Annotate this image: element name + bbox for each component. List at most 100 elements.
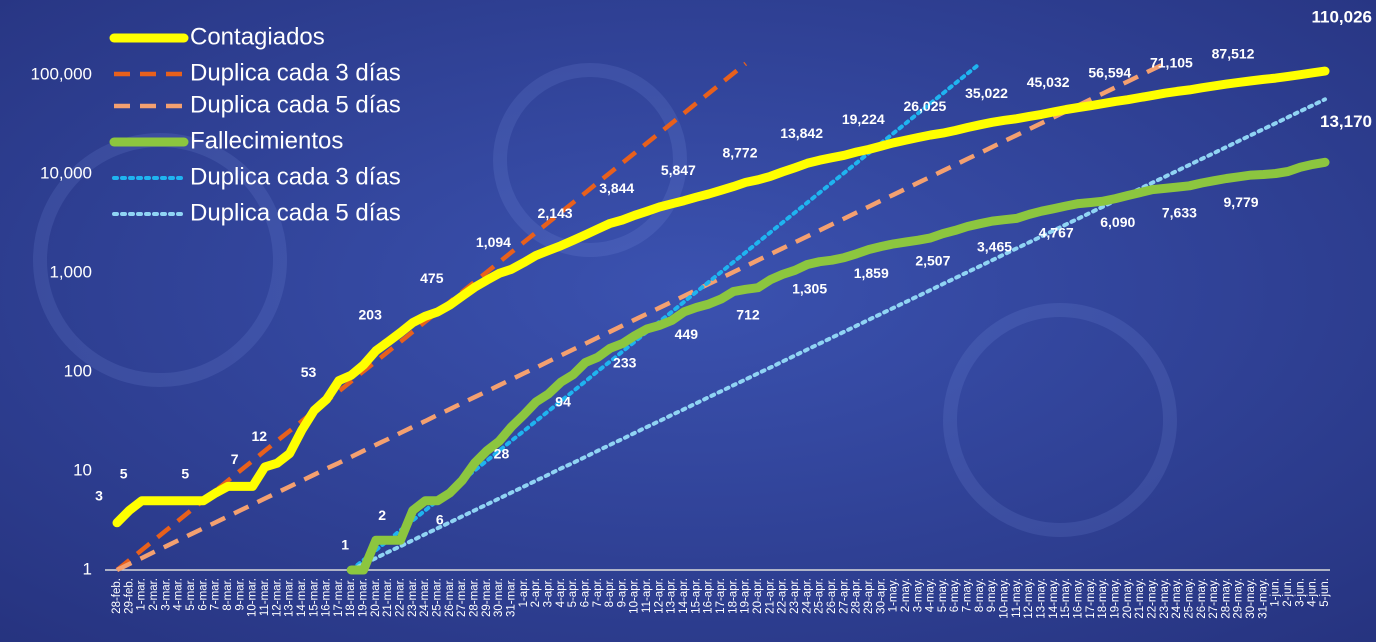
y-tick-label: 1 [83,559,92,578]
x-tick-label: 11-may. [1011,578,1023,618]
legend-label: Duplica cada 3 días [190,163,401,190]
x-tick-label: 17-may. [1085,578,1097,619]
data-label: 13,170 [1320,112,1372,131]
x-tick-label: 18-mar. [345,578,357,617]
x-tick-label: 3-mar. [160,578,172,611]
x-tick-label: 6-apr. [579,578,591,607]
y-tick-label: 100,000 [31,65,92,84]
x-tick-label: 29-may. [1233,578,1245,619]
data-label: 13,842 [780,125,823,141]
data-label: 3,844 [599,180,634,196]
x-tick-label: 9-apr. [616,578,628,607]
x-tick-label: 2-may. [900,578,912,612]
x-tick-label: 17-mar. [333,578,345,617]
legend-label: Contagiados [190,23,325,50]
data-label: 56,594 [1088,64,1131,80]
x-tick-label: 14-mar. [296,578,308,617]
x-tick-label: 14-may. [1048,578,1060,619]
x-tick-label: 28-may. [1220,578,1232,619]
data-label: 19,224 [842,111,885,127]
x-tick-label: 16-may. [1073,578,1085,619]
x-tick-label: 6-may. [949,578,961,612]
x-tick-label: 24-apr. [801,578,813,614]
x-tick-label: 20-mar. [370,578,382,617]
x-tick-label: 2-mar. [148,578,160,611]
data-label: 7 [231,451,239,467]
x-tick-label: 3-jun. [1294,578,1306,607]
x-tick-label: 17-apr. [715,578,727,614]
x-tick-label: 12-apr. [653,578,665,614]
x-tick-label: 30-may. [1245,578,1257,619]
x-tick-label: 18-may. [1097,578,1109,619]
x-tick-label: 12-may. [1023,578,1035,619]
x-tick-label: 30-apr. [875,578,887,614]
data-label: 87,512 [1212,46,1255,62]
x-tick-label: 22-mar. [395,578,407,617]
x-tick-label: 1-mar. [136,578,148,611]
x-tick-label: 23-may. [1159,578,1171,619]
x-tick-label: 23-mar. [407,578,419,617]
data-label: 35,022 [965,85,1008,101]
data-label: 2 [378,507,386,523]
x-tick-label: 4-mar. [173,578,185,611]
x-tick-label: 1-jun. [1270,578,1282,607]
y-tick-label: 10 [73,461,92,480]
x-tick-label: 20-apr. [752,578,764,614]
data-label: 475 [420,270,444,286]
data-label: 233 [613,354,637,370]
x-tick-label: 5-mar. [185,578,197,611]
x-tick-label: 13-mar. [284,578,296,617]
data-label: 1,094 [476,234,511,250]
x-tick-label: 26-may. [1196,578,1208,619]
x-tick-label: 15-mar. [308,578,320,617]
x-tick-label: 10-mar. [247,578,259,617]
y-tick-label: 100 [64,362,92,381]
data-label: 6,090 [1100,214,1135,230]
data-label: 5,847 [661,162,696,178]
x-tick-label: 13-may. [1036,578,1048,619]
x-tick-label: 27-apr. [838,578,850,614]
x-tick-label: 30-mar. [493,578,505,617]
series-line [116,61,1166,573]
x-tick-label: 19-may. [1109,578,1121,619]
x-tick-label: 24-mar. [419,578,431,617]
x-tick-label: 4-apr. [555,578,567,607]
x-tick-label: 10-apr. [629,578,641,614]
data-label: 28 [494,445,510,461]
data-label: 1,859 [854,265,889,281]
x-tick-label: 24-may. [1171,578,1183,619]
x-tick-label: 27-may. [1208,578,1220,619]
data-label: 94 [555,393,571,409]
data-label: 1 [341,537,349,553]
x-tick-label: 1-apr. [518,578,530,607]
x-tick-label: 1-may. [888,578,900,612]
x-tick-label: 3-apr. [542,578,554,607]
x-tick-label: 21-apr. [764,578,776,614]
x-tick-label: 26-mar. [444,578,456,617]
x-tick-label: 19-mar. [358,578,370,617]
x-tick-label: 19-apr. [740,578,752,614]
y-tick-label: 10,000 [40,164,92,183]
x-tick-label: 4-jun. [1307,578,1319,607]
x-tick-label: 25-may. [1183,578,1195,619]
y-tick-label: 1,000 [49,263,92,282]
x-tick-label: 9-mar. [234,578,246,611]
x-tick-label: 25-mar. [432,578,444,617]
x-tick-label: 5-apr. [567,578,579,607]
data-label: 8,772 [722,145,757,161]
series-line [346,157,1330,575]
x-tick-label: 21-mar. [382,578,394,617]
data-label: 6 [436,512,444,528]
x-tick-label: 9-may. [986,578,998,612]
data-label: 45,032 [1027,74,1070,90]
data-label: 12 [251,428,267,444]
x-tick-label: 23-apr. [789,578,801,614]
data-label: 203 [359,306,383,322]
x-tick-label: 15-may. [1060,578,1072,619]
x-tick-label: 29-mar. [481,578,493,617]
x-tick-label: 6-mar. [197,578,209,611]
data-label: 3,465 [977,238,1012,254]
legend-label: Duplica cada 5 días [190,91,401,118]
